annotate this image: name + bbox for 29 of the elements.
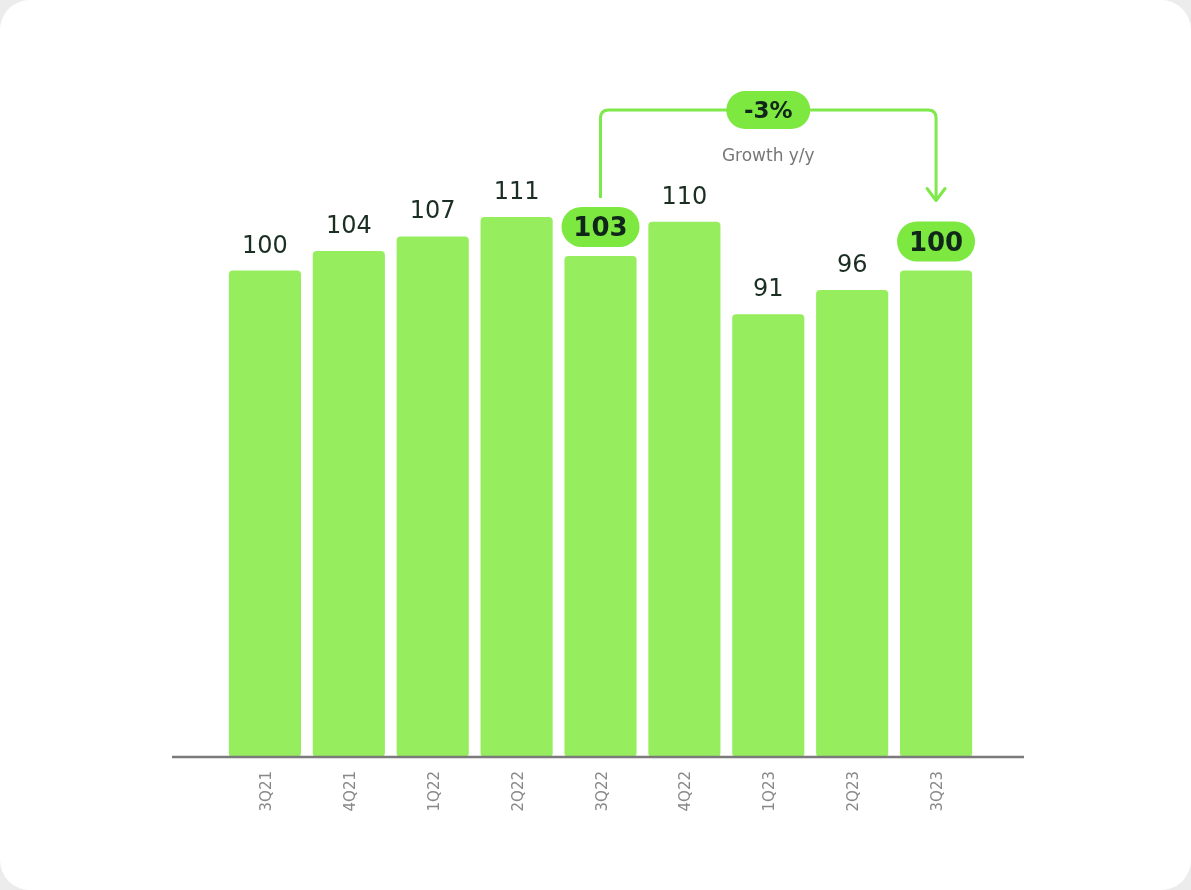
bar (816, 289, 889, 757)
x-tick-label: 4Q22 (676, 771, 695, 812)
data-label: 100 (242, 230, 288, 259)
bar (564, 255, 637, 757)
data-label: 96 (836, 249, 868, 278)
x-tick-label: 3Q23 (928, 771, 947, 812)
data-label: 107 (409, 196, 456, 225)
data-label: 103 (573, 211, 628, 242)
data-label: 104 (325, 211, 372, 240)
x-tick-label: 1Q23 (760, 771, 779, 812)
bar (312, 251, 385, 757)
bar (732, 314, 805, 757)
bar (480, 217, 553, 757)
data-label: 91 (753, 274, 784, 303)
data-label: 110 (661, 181, 708, 210)
bar (228, 270, 302, 757)
data-label: 100 (908, 226, 964, 257)
bar (648, 221, 721, 757)
x-tick-label: 3Q21 (256, 771, 275, 812)
text: -3% (743, 97, 793, 123)
x-tick-label: 2Q22 (508, 771, 527, 812)
x-tick-label: 3Q22 (592, 771, 611, 812)
bar (396, 236, 469, 757)
text: Growth y/y (721, 145, 815, 165)
x-tick-label: 1Q22 (424, 771, 443, 812)
x-tick-label: 2Q23 (844, 771, 863, 812)
bar (899, 270, 973, 757)
data-label: 111 (493, 177, 540, 205)
x-tick-label: 4Q21 (340, 771, 359, 812)
